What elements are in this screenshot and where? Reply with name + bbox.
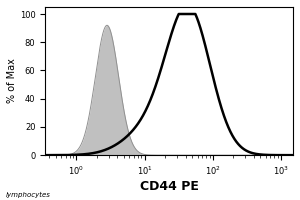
Text: lymphocytes: lymphocytes bbox=[6, 192, 51, 198]
X-axis label: CD44 PE: CD44 PE bbox=[140, 180, 199, 193]
Y-axis label: % of Max: % of Max bbox=[7, 59, 17, 103]
